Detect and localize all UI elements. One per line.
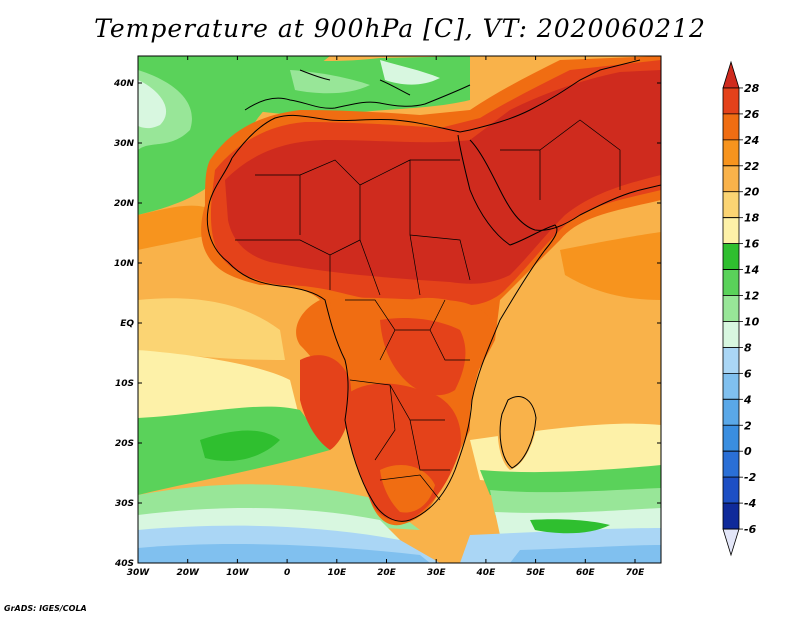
lon-label: 30E <box>427 568 447 578</box>
colorbar-label: 6 <box>744 367 752 380</box>
lon-label: 0 <box>284 568 290 578</box>
colorbar-swatch <box>722 217 740 245</box>
colorbar-swatch <box>722 269 740 296</box>
colorbar-label: 28 <box>744 82 760 95</box>
longitude-labels: 30W 20W 10W 0 10E 20E 30E 40E 50E 60E 70E <box>127 56 645 578</box>
colorbar-swatch <box>722 528 740 557</box>
colorbar-swatch <box>722 321 740 348</box>
latitude-labels: 40N 30N 20N 10N EQ 10S 20S 30S 40S <box>113 79 661 569</box>
coastlines <box>206 59 661 522</box>
colorbar-label: 2 <box>744 419 752 432</box>
colorbar-swatch <box>722 424 740 452</box>
colorbar-label: -4 <box>744 497 756 510</box>
colorbar-label: 12 <box>744 290 760 303</box>
colorbar-label: 8 <box>744 341 752 354</box>
colorbar-label: 16 <box>744 238 760 251</box>
lat-label: 20S <box>115 439 134 449</box>
colorbar-swatch <box>722 60 740 89</box>
colorbar-swatch <box>722 139 740 167</box>
lat-label: 30S <box>115 499 134 509</box>
colorbar-swatch <box>722 398 740 426</box>
lat-label: 10N <box>114 259 135 269</box>
colorbar-label: 10 <box>744 315 760 328</box>
lon-label: 20W <box>176 568 200 578</box>
colorbar-label: 20 <box>744 186 760 199</box>
colorbar-swatch <box>722 372 740 400</box>
lon-label: 20E <box>377 568 397 578</box>
colorbar-swatch <box>722 87 740 115</box>
colorbar-swatch <box>722 476 740 504</box>
colorbar-swatch <box>722 243 740 270</box>
map-frame <box>137 55 662 564</box>
colorbar-swatch <box>722 191 740 219</box>
colorbar-swatch <box>722 165 740 193</box>
colorbar-label: 18 <box>744 212 760 225</box>
lat-label: 40N <box>113 79 135 89</box>
credit-label: GrADS: IGES/COLA <box>4 604 87 613</box>
country-borders <box>235 119 621 501</box>
map-title: Temperature at 900hPa [C], VT: 202006021… <box>94 14 706 43</box>
lat-label: 30N <box>114 139 135 149</box>
colorbar-label: -2 <box>744 471 757 484</box>
colorbar-label: 24 <box>744 134 759 147</box>
colorbar-label: 4 <box>743 393 752 406</box>
temperature-field <box>138 56 661 563</box>
lon-label: 10E <box>327 568 347 578</box>
lat-label: 20N <box>114 199 135 209</box>
lat-label: 10S <box>115 379 134 389</box>
colorbar-label: -6 <box>744 523 757 536</box>
lon-label: 60E <box>576 568 596 578</box>
colorbar-swatch <box>722 113 740 141</box>
colorbar-swatch <box>722 502 740 530</box>
colorbar-label: 22 <box>744 160 760 173</box>
colorbar-swatch <box>722 347 740 374</box>
colorbar-swatch <box>722 450 740 478</box>
lat-label: 40S <box>114 559 134 569</box>
lon-label: 30W <box>127 568 151 578</box>
colorbar-label: 14 <box>744 264 759 277</box>
lon-label: 40E <box>476 568 497 578</box>
lon-label: 10W <box>226 568 250 578</box>
lat-label: EQ <box>120 319 134 329</box>
colorbar-swatch <box>722 295 740 322</box>
lon-label: 70E <box>626 568 646 578</box>
colorbar-label: 26 <box>744 108 760 121</box>
colorbar-label: 0 <box>744 445 752 458</box>
lon-label: 50E <box>526 568 546 578</box>
